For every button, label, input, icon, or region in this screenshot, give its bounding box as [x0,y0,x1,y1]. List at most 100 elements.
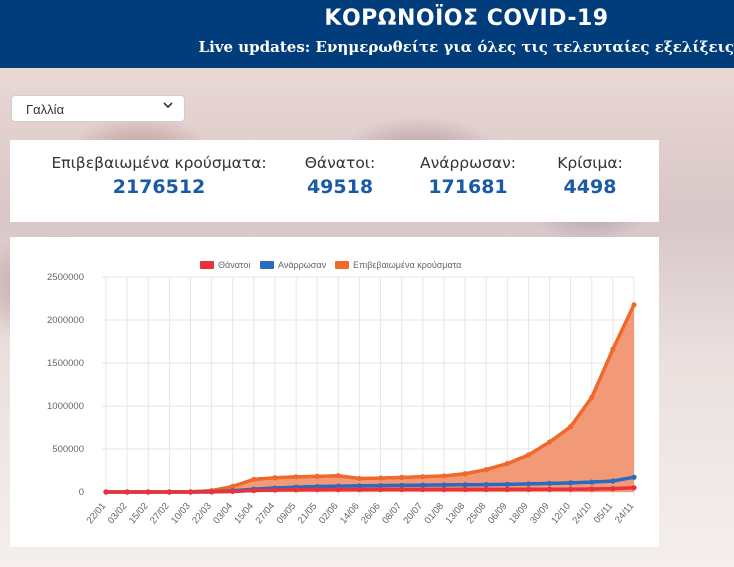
x-tick-label: 18/09 [507,501,531,526]
data-point [568,480,574,486]
data-point [293,474,299,480]
data-point [483,482,489,488]
data-point [483,467,489,473]
data-point [631,474,637,480]
legend-label: Ανάρρωσαν [278,260,327,270]
y-tick-label: 0 [79,487,84,498]
x-tick-label: 24/11 [613,501,636,526]
data-point [441,473,447,479]
data-point [356,475,363,482]
data-point [251,476,257,482]
data-point [377,482,384,489]
stat-recovered-value: 171681 [428,176,508,198]
data-point [546,480,553,486]
y-tick-label: 500000 [52,444,84,455]
data-point [314,473,320,479]
data-point [525,486,532,492]
data-point [589,486,595,492]
data-point [441,486,447,492]
x-tick-label: 08/07 [380,501,404,526]
country-select[interactable]: Γαλλία [11,95,185,122]
data-point [504,481,510,487]
x-tick-label: 26/06 [359,501,383,526]
x-tick-label: 13/08 [444,501,468,526]
data-point [589,394,595,400]
stat-recovered-label: Ανάρρωσαν: [419,154,517,172]
x-tick-label: 10/03 [169,501,193,526]
data-point [399,474,405,480]
x-tick-label: 15/04 [232,501,256,526]
data-point [124,489,130,495]
data-point [293,487,299,493]
x-tick-label: 09/05 [275,501,299,526]
stat-deaths: Θάνατοι: 49518 [295,154,385,198]
data-point [420,486,426,493]
y-tick-label: 1500000 [47,358,84,369]
data-point [631,485,637,491]
data-point [525,481,532,487]
page-subtitle: Live updates: Ενημερωθείτε για όλες τις … [198,38,734,56]
data-point [420,482,426,488]
data-point [462,482,468,488]
data-point [166,489,172,495]
country-select-value: Γαλλία [26,102,65,117]
x-tick-label: 27/02 [148,501,172,526]
x-tick-label: 30/09 [528,501,552,526]
y-tick-label: 2500000 [47,272,84,283]
y-tick-label: 2000000 [47,315,84,326]
x-tick-label: 03/04 [211,501,235,526]
data-point [589,479,595,485]
legend-swatch [260,261,274,269]
data-point [356,486,363,493]
legend-label: Επιβεβαιωμένα κρούσματα [353,260,461,270]
data-point [462,471,468,477]
x-tick-label: 01/08 [423,501,447,526]
data-point [103,489,109,495]
x-tick-label: 03/02 [106,501,130,526]
x-tick-label: 22/01 [85,501,109,526]
data-point [610,486,616,492]
x-tick-label: 20/07 [401,501,425,526]
data-point [568,486,574,492]
x-tick-label: 25/08 [465,501,489,526]
stats-panel: Επιβεβαιωμένα κρούσματα: 2176512 Θάνατοι… [10,140,659,222]
stat-confirmed: Επιβεβαιωμένα κρούσματα: 2176512 [44,154,274,198]
x-tick-label: 21/05 [296,501,320,526]
data-point [525,452,532,458]
data-point [462,486,468,492]
x-tick-label: 15/02 [127,501,151,526]
data-point [314,486,320,493]
x-tick-label: 02/06 [317,501,341,526]
series-area-confirmed [106,304,634,492]
data-point [504,461,510,467]
data-point [145,489,151,495]
x-tick-label: 06/09 [486,501,510,526]
data-point [610,478,616,484]
covid-timeline-chart: 0 500000 1000000 1500000 2000000 2500000 22/01… [47,260,637,526]
legend-swatch [335,261,349,269]
data-point [187,489,194,495]
stat-recovered: Ανάρρωσαν: 171681 [408,154,528,198]
data-point [251,487,257,494]
page-header: ΚΟΡΩΝΟΪΟΣ COVID-19 Live updates: Ενημερω… [0,0,734,68]
series-line-0 [106,485,635,494]
stat-deaths-label: Θάνατοι: [304,154,376,172]
data-point [504,486,510,492]
data-point [377,486,384,493]
stat-deaths-value: 49518 [306,176,374,198]
data-point [209,489,215,495]
data-point [272,475,278,481]
stat-critical-label: Κρίσιμα: [557,154,623,172]
data-point [272,487,278,493]
data-point [631,302,637,308]
stat-confirmed-label: Επιβεβαιωμένα κρούσματα: [51,154,267,172]
data-point [420,474,426,480]
data-point [546,439,553,445]
data-point [399,482,405,488]
chevron-down-icon [163,102,173,109]
x-tick-label: 27/04 [254,501,278,526]
stat-critical: Κρίσιμα: 4498 [550,154,630,198]
data-point [230,483,236,489]
x-tick-label: 24/10 [570,501,594,526]
data-point [230,488,236,495]
